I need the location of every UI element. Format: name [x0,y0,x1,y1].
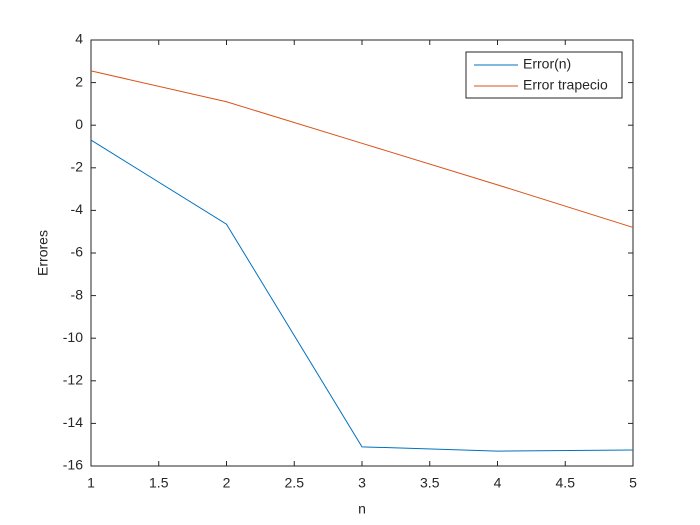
x-tick-label: 4 [494,475,502,491]
x-tick-label: 5 [629,475,637,491]
x-tick-label: 1.5 [149,475,169,491]
series-line [90,139,634,452]
y-tick-label: -12 [63,372,83,388]
series-line [90,70,634,228]
y-tick-label: 0 [75,116,83,132]
x-tick-label: 3 [358,475,366,491]
y-tick-label: -16 [63,457,83,473]
x-tick-label: 3.5 [420,475,440,491]
legend-box [465,51,623,99]
y-tick-label: -10 [63,329,83,345]
y-tick-label: 4 [75,31,83,47]
x-tick-label: 2.5 [285,475,305,491]
y-tick-label: -8 [71,286,84,302]
axes-box [90,39,634,467]
legend-label: Error trapecio [523,77,608,93]
x-tick-label: 1 [87,475,95,491]
x-tick-label: 4.5 [556,475,576,491]
legend-label: Error(n) [523,56,571,72]
y-tick-label: 2 [75,73,83,89]
y-tick-label: -4 [71,201,84,217]
x-tick-label: 2 [223,475,231,491]
y-axis-label: Errores [35,230,51,276]
x-axis-label: n [358,501,366,517]
y-tick-label: -2 [71,159,84,175]
y-tick-label: -6 [71,244,84,260]
y-tick-label: -14 [63,414,83,430]
